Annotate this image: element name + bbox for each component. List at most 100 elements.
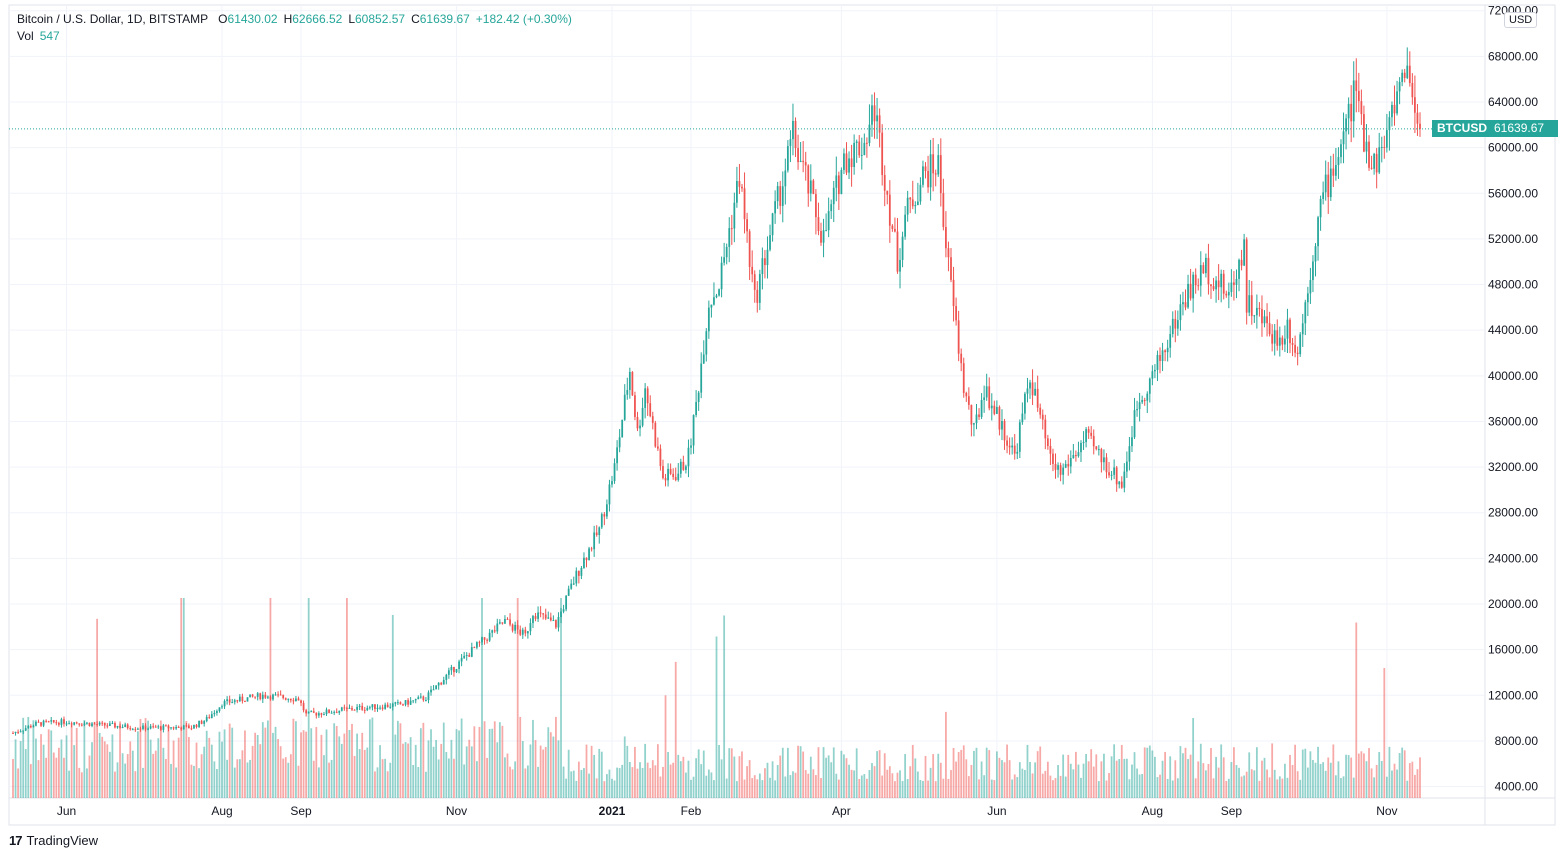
volume-bar <box>1179 746 1182 798</box>
tradingview-brand[interactable]: 17 TradingView <box>9 833 98 848</box>
candle-body <box>305 710 308 714</box>
volume-bar <box>595 778 598 798</box>
candle-body <box>442 679 445 685</box>
candle-body <box>725 246 728 258</box>
volume-bar <box>101 736 104 798</box>
candle-body <box>756 289 759 303</box>
volume-bar <box>914 758 917 798</box>
volume-bar <box>1243 775 1246 798</box>
volume-bar <box>317 767 320 798</box>
volume-label[interactable]: Vol <box>17 29 34 43</box>
volume-bar <box>1141 774 1144 798</box>
volume-bar <box>962 745 965 798</box>
candle-body <box>797 148 799 163</box>
volume-bar <box>126 754 129 798</box>
candle-body <box>555 620 557 628</box>
candle-body <box>1090 432 1093 436</box>
candle-body <box>75 722 78 724</box>
volume-bar <box>1044 770 1047 798</box>
volume-bar <box>1192 717 1195 798</box>
candle-body <box>1110 474 1113 476</box>
volume-bar <box>157 738 160 798</box>
candle-body <box>238 696 241 702</box>
volume-bar <box>1199 743 1202 798</box>
candle-body <box>1202 265 1205 274</box>
candle-body <box>771 213 774 236</box>
volume-bar <box>1357 753 1360 798</box>
candle-body <box>37 721 40 723</box>
candle-body <box>1057 465 1059 470</box>
candle-body <box>121 726 124 728</box>
volume-bar <box>210 744 213 798</box>
volume-bar <box>855 748 858 798</box>
volume-bar <box>50 730 53 798</box>
candle-body <box>167 725 170 729</box>
candle-body <box>343 707 346 709</box>
candle-body <box>990 405 993 409</box>
candle-body <box>891 225 894 229</box>
volume-bar <box>776 765 779 798</box>
volume-bar <box>205 730 208 798</box>
candle-body <box>363 709 366 711</box>
volume-bar <box>567 749 570 798</box>
volume-bar <box>748 760 751 798</box>
volume-bar <box>1125 758 1128 798</box>
volume-bar <box>1304 748 1307 798</box>
volume-bar <box>208 737 211 798</box>
volume-bar <box>129 741 132 798</box>
volume-bar <box>320 734 323 798</box>
candle-body <box>317 713 320 716</box>
candle-body <box>1368 141 1370 168</box>
volume-bar <box>583 768 585 798</box>
volume-bar <box>488 728 491 798</box>
candle-body <box>287 698 290 700</box>
candle-body <box>1312 261 1314 281</box>
volume-bar <box>407 743 409 798</box>
currency-badge[interactable]: USD <box>1504 12 1538 28</box>
volume-bar <box>881 775 884 798</box>
volume-bar <box>1261 760 1263 798</box>
open-value: 61430.02 <box>227 12 278 26</box>
tradingview-logo-icon: 17 <box>9 833 23 848</box>
volume-bar <box>1011 779 1014 798</box>
volume-bar <box>1225 780 1228 798</box>
volume-bar <box>333 723 336 798</box>
candle-body <box>1179 304 1182 321</box>
candle-body <box>980 399 983 417</box>
volume-bar <box>529 744 532 798</box>
volume-bar <box>667 752 669 798</box>
volume-bar <box>218 731 221 798</box>
candle-body <box>27 725 30 729</box>
volume-bar <box>121 753 124 798</box>
volume-bar <box>368 719 371 798</box>
candle-body <box>718 289 720 296</box>
volume-bar <box>295 721 297 798</box>
volume-bar <box>1171 780 1174 798</box>
volume-bar <box>993 780 996 798</box>
volume-bar <box>1416 769 1419 798</box>
candle-body <box>445 674 448 680</box>
candle-body <box>213 712 216 715</box>
candle-body <box>611 481 613 485</box>
volume-bar <box>1278 776 1281 798</box>
volume-bar <box>593 754 596 798</box>
volume-bar <box>1113 744 1116 798</box>
volume-bar <box>60 739 63 798</box>
candle-body <box>493 630 496 632</box>
volume-bar <box>1138 774 1141 798</box>
candle-body <box>1092 435 1095 447</box>
symbol-title[interactable]: Bitcoin / U.S. Dollar, 1D, BITSTAMP <box>17 12 209 26</box>
candle-body <box>955 306 957 321</box>
volume-bar <box>514 761 517 798</box>
volume-bar <box>697 749 700 798</box>
volume-bar <box>825 757 827 798</box>
volume-bar <box>37 760 40 798</box>
volume-bar <box>149 739 152 798</box>
candle-body <box>957 320 960 354</box>
candle-body <box>70 723 73 725</box>
volume-bar <box>1062 754 1065 798</box>
candle-body <box>86 722 88 724</box>
volume-bar <box>1271 743 1274 798</box>
